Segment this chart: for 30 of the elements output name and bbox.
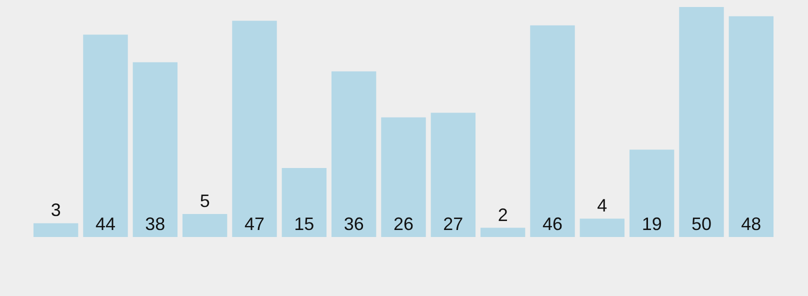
bar (182, 214, 228, 237)
bar (132, 62, 178, 237)
bar (282, 168, 327, 237)
data-label: 48 (741, 214, 762, 234)
data-label: 19 (642, 214, 662, 234)
data-label: 3 (50, 200, 61, 220)
bar (530, 25, 575, 237)
data-label: 5 (200, 190, 210, 211)
bar (629, 150, 674, 237)
data-label: 27 (443, 214, 464, 234)
bar (232, 20, 277, 237)
data-label: 46 (542, 214, 563, 234)
data-label: 2 (498, 204, 508, 225)
bar (33, 223, 78, 237)
bar (430, 112, 476, 237)
bar (580, 218, 625, 237)
data-label: 26 (393, 214, 414, 234)
bar (679, 7, 724, 237)
bar (83, 34, 128, 237)
data-label: 4 (597, 196, 608, 216)
data-label: 47 (244, 214, 265, 234)
bar (381, 117, 426, 237)
data-label: 36 (344, 214, 364, 234)
data-label: 44 (95, 214, 116, 234)
data-label: 15 (294, 214, 314, 234)
bar (728, 16, 774, 237)
data-label: 38 (145, 214, 166, 234)
data-label: 50 (691, 214, 712, 234)
bar (331, 71, 376, 237)
bar (480, 228, 526, 237)
